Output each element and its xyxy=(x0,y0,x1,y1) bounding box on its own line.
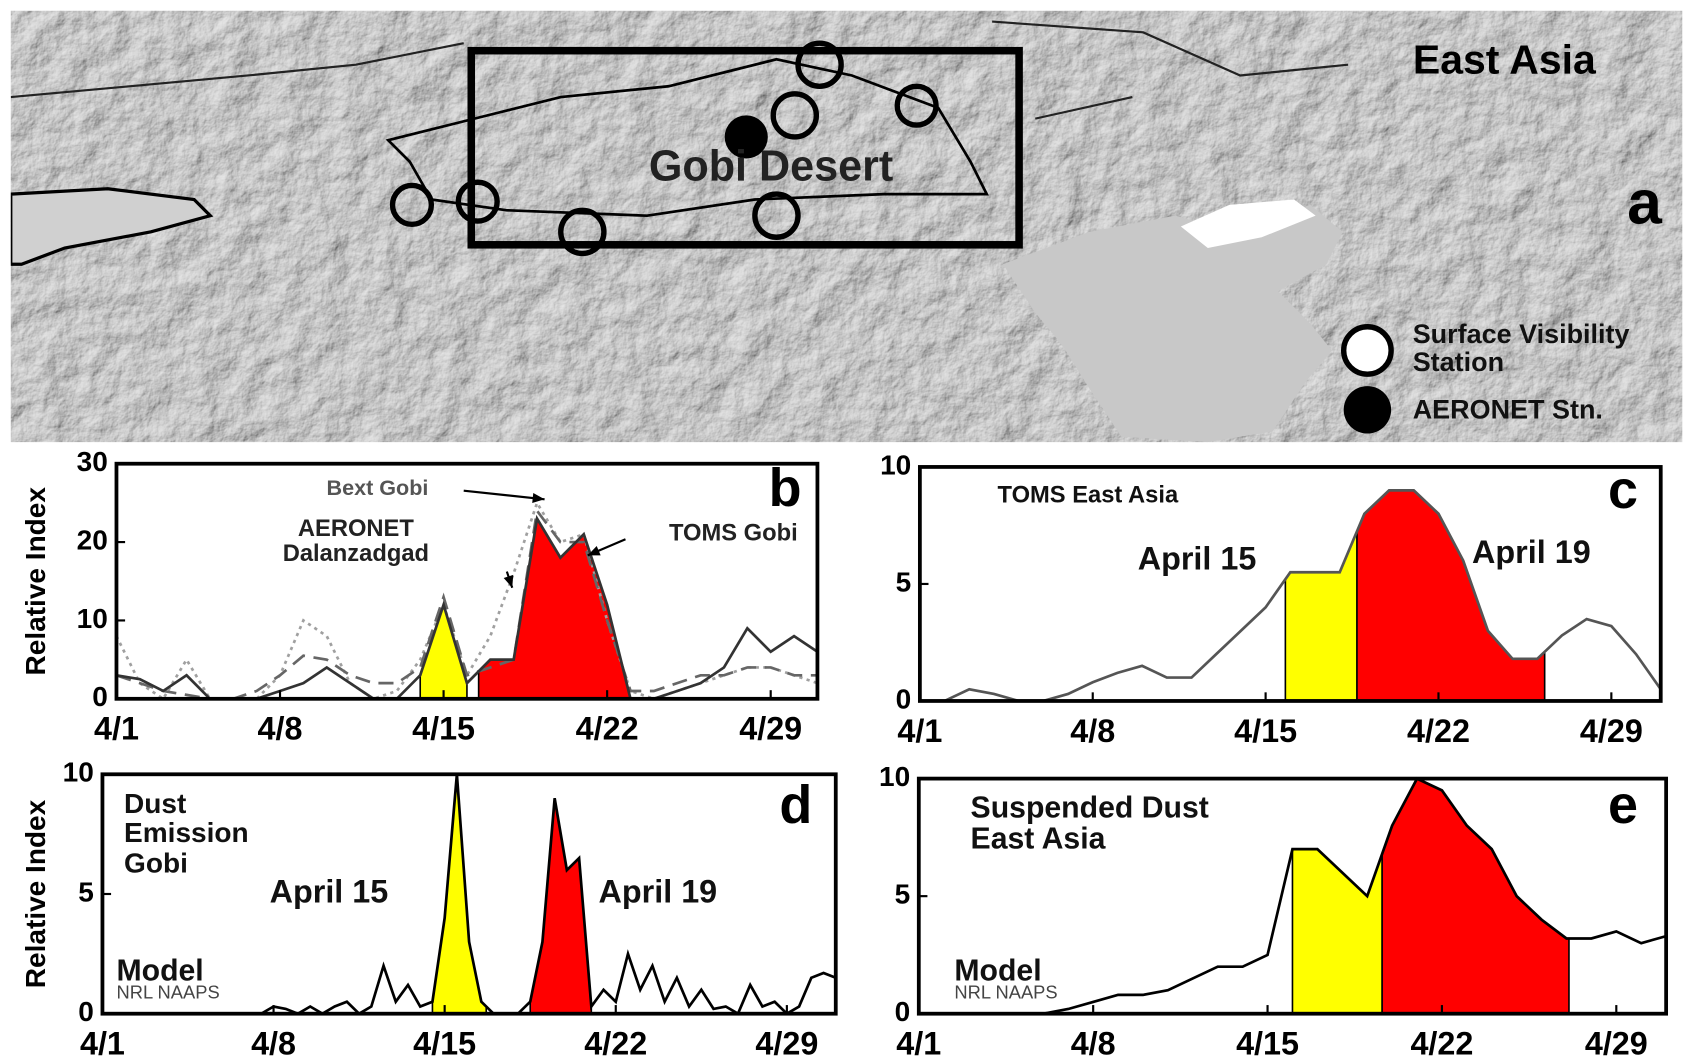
x-tick-label: 4/1 xyxy=(80,1026,125,1062)
legend-open-circle xyxy=(1344,327,1391,374)
panel-label: d xyxy=(779,775,812,835)
series-label: AERONET Dalanzadgad xyxy=(264,515,447,565)
y-axis-title: Relative Index xyxy=(20,487,51,676)
y-tick-label: 0 xyxy=(895,996,911,1027)
x-tick-label: 4/29 xyxy=(755,1026,818,1062)
plot-area xyxy=(116,464,817,699)
annotation: April 15 xyxy=(1138,542,1354,576)
x-tick-label: 4/29 xyxy=(1585,1026,1648,1062)
panel-label: a xyxy=(1627,168,1663,238)
panel-label: c xyxy=(1608,460,1638,520)
y-tick-label: 0 xyxy=(92,681,108,712)
x-tick-label: 4/15 xyxy=(1234,713,1297,749)
annotation: Model xyxy=(116,954,245,986)
series-label: TOMS Gobi xyxy=(625,520,841,545)
panel-label: b xyxy=(769,458,802,518)
y-tick-label: 30 xyxy=(77,446,108,477)
desert-label: Gobi Desert xyxy=(649,143,893,191)
y-tick-label: 10 xyxy=(77,603,108,634)
x-tick-label: 4/22 xyxy=(584,1026,647,1062)
x-tick-label: 4/22 xyxy=(1410,1026,1473,1062)
x-tick-label: 4/29 xyxy=(739,711,802,747)
x-tick-label: 4/15 xyxy=(413,1026,476,1062)
x-tick-label: 4/22 xyxy=(576,711,639,747)
y-tick-label: 5 xyxy=(895,879,911,910)
x-tick-label: 4/15 xyxy=(412,711,475,747)
region-label: East Asia xyxy=(1413,36,1597,82)
annotation: April 19 xyxy=(1472,536,1688,570)
legend-filled-circle xyxy=(1344,386,1391,433)
x-tick-label: 4/1 xyxy=(94,711,139,747)
annotation: Model xyxy=(954,954,1083,986)
y-tick-label: 5 xyxy=(78,876,94,907)
x-tick-label: 4/1 xyxy=(897,713,942,749)
annotation: April 15 xyxy=(270,876,486,910)
y-tick-label: 0 xyxy=(896,683,912,714)
annotation: NRL NAAPS xyxy=(954,984,1116,1003)
y-tick-label: 5 xyxy=(896,566,912,597)
x-tick-label: 4/15 xyxy=(1236,1026,1299,1062)
x-tick-label: 4/22 xyxy=(1407,713,1470,749)
y-tick-label: 10 xyxy=(880,449,911,480)
x-tick-label: 4/29 xyxy=(1580,713,1643,749)
x-tick-label: 4/8 xyxy=(1071,1026,1116,1062)
legend-label: Surface Visibility Station xyxy=(1413,320,1683,377)
legend-label: AERONET Stn. xyxy=(1413,396,1683,424)
y-tick-label: 0 xyxy=(78,996,94,1027)
x-tick-label: 4/8 xyxy=(1070,713,1115,749)
page: East Asia Gobi Desert a 0 10 20 30 4/1 4/8 4/1… xyxy=(0,0,1691,1061)
annotation: April 19 xyxy=(599,876,815,910)
figure-svg: East Asia Gobi Desert a 0 10 20 30 4/1 4/8 4/1… xyxy=(0,0,1691,1062)
figure: East Asia Gobi Desert a 0 10 20 30 4/1 4/8 4/1… xyxy=(0,0,1691,1062)
annotation: TOMS East Asia xyxy=(998,482,1268,507)
annotation: NRL NAAPS xyxy=(116,984,278,1003)
series-label: Bext Gobi xyxy=(302,478,453,501)
y-tick-label: 10 xyxy=(63,757,94,788)
annotation: Dust Emission Gobi xyxy=(124,789,307,877)
x-tick-label: 4/8 xyxy=(251,1026,296,1062)
panel-label: e xyxy=(1608,775,1638,835)
y-axis-title: Relative Index xyxy=(20,799,51,988)
y-tick-label: 20 xyxy=(77,524,108,555)
x-tick-label: 4/1 xyxy=(896,1026,941,1062)
y-tick-label: 10 xyxy=(879,761,910,792)
x-tick-label: 4/8 xyxy=(258,711,303,747)
annotation: Suspended Dust East Asia xyxy=(971,792,1273,855)
